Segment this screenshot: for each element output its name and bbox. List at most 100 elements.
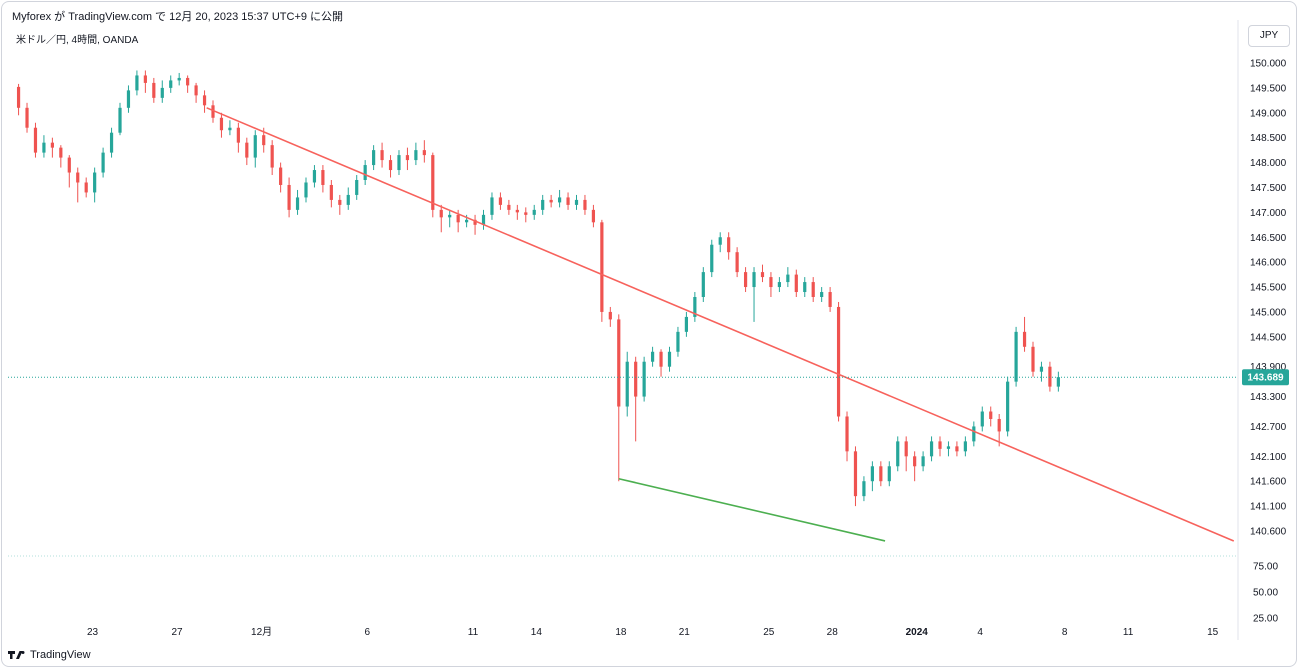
- price-tick-label: 141.100: [1250, 502, 1287, 513]
- publish-attribution: Myforex が TradingView.com で 12月 20, 2023…: [12, 11, 344, 23]
- candle-body: [101, 152, 105, 173]
- candle-body: [439, 209, 443, 218]
- candle-body: [913, 456, 917, 467]
- candle-body: [515, 209, 519, 213]
- price-tick-label: 148.500: [1250, 133, 1287, 144]
- candle-body: [524, 212, 528, 215]
- resistance-trendline: [206, 107, 1235, 542]
- candle-body: [329, 184, 333, 200]
- candle-body: [811, 282, 815, 297]
- candle-body: [279, 167, 283, 185]
- candle-body: [896, 441, 900, 467]
- currency-button[interactable]: JPY: [1248, 25, 1290, 47]
- time-tick-label: 18: [615, 627, 627, 638]
- candle-body: [710, 244, 714, 273]
- candle-body: [42, 142, 46, 153]
- price-tick-label: 149.500: [1250, 83, 1287, 94]
- candle-body: [304, 182, 308, 198]
- candle-body: [84, 182, 88, 193]
- candle-body: [270, 145, 274, 168]
- candle-body: [1014, 331, 1018, 382]
- candle-body: [355, 180, 359, 195]
- candle-body: [1039, 366, 1044, 372]
- candle-body: [59, 147, 63, 158]
- candle-body: [253, 135, 257, 158]
- candle-body: [126, 90, 131, 108]
- candle-body: [346, 194, 350, 205]
- price-tick-label: 143.900: [1250, 362, 1287, 373]
- candle-body: [642, 361, 646, 397]
- symbol-legend[interactable]: 米ドル／円, 4時間, OANDA: [16, 35, 139, 46]
- chart-grid: [8, 20, 1239, 640]
- last-price-tag-bg: [1242, 369, 1289, 386]
- tradingview-logo-icon: [8, 651, 25, 659]
- candle-body: [862, 481, 866, 497]
- candle-body: [718, 237, 722, 245]
- time-tick-label: 15: [1207, 627, 1219, 638]
- candle-body: [76, 172, 80, 183]
- price-axis[interactable]: 150.000 149.500 149.000 148.500 148.000 147.5…: [1250, 59, 1287, 538]
- indicator-tick-label: 50.00: [1253, 588, 1278, 599]
- candle-body: [786, 274, 790, 283]
- candle-body: [676, 331, 680, 352]
- candle-body: [929, 441, 934, 457]
- candle-body: [169, 80, 173, 88]
- candle-body: [1048, 366, 1052, 387]
- candle-body: [186, 77, 190, 86]
- candle-body: [1056, 377, 1060, 387]
- price-tick-label: 143.300: [1250, 392, 1287, 403]
- candle-body: [557, 197, 562, 203]
- candle-body: [997, 418, 1001, 432]
- indicator-tick-label: 25.00: [1253, 614, 1278, 625]
- time-tick-label: 21: [679, 627, 691, 638]
- time-tick-label: 23: [87, 627, 99, 638]
- candle-body: [600, 222, 604, 312]
- price-tick-label: 150.000: [1250, 59, 1287, 70]
- candle-body: [490, 197, 494, 215]
- candle-body: [769, 277, 773, 288]
- candle-body: [388, 160, 393, 171]
- trendlines-layer[interactable]: [8, 107, 1238, 542]
- candle-body: [735, 252, 739, 273]
- indicator-axis: 75.00 50.00 25.00: [1253, 562, 1278, 625]
- time-tick-label: 6: [364, 627, 370, 638]
- candle-body: [93, 172, 97, 193]
- candles-layer: [16, 70, 1060, 507]
- time-tick-label: 25: [763, 627, 775, 638]
- candle-body: [456, 214, 460, 223]
- candle-body: [549, 199, 553, 203]
- candle-body: [202, 95, 207, 106]
- candle-body: [405, 155, 410, 161]
- candle-body: [1031, 346, 1035, 372]
- candle-body: [118, 107, 122, 133]
- candle-body: [287, 184, 291, 210]
- candle-body: [938, 441, 942, 449]
- footer-brand: TradingView: [30, 649, 91, 661]
- candle-body: [701, 272, 705, 297]
- support-trendline: [618, 477, 886, 542]
- time-tick-label: 2024: [906, 627, 929, 638]
- candle-body: [659, 351, 663, 367]
- candle-body: [532, 209, 536, 215]
- last-price-label: 143.689: [1247, 373, 1284, 384]
- candle-body: [760, 272, 765, 278]
- candle-body: [845, 416, 849, 452]
- time-axis[interactable]: 23 27 12月 6 11 14 18 21 25 28 2024 4 8 11 15: [87, 626, 1219, 638]
- candle-body: [904, 441, 908, 457]
- candle-body: [422, 150, 426, 156]
- last-price-tag: 143.689: [1242, 369, 1289, 386]
- candle-body: [921, 456, 925, 467]
- price-tick-label: 146.500: [1250, 233, 1287, 244]
- candle-body: [397, 155, 401, 171]
- candle-body: [650, 351, 655, 362]
- time-tick-label: 11: [468, 627, 479, 638]
- candle-body: [634, 361, 638, 397]
- footer-branding: TradingView: [8, 649, 91, 661]
- candle-body: [431, 155, 435, 210]
- candle-body: [312, 170, 317, 183]
- candle-body: [752, 272, 756, 288]
- candle-body: [887, 466, 891, 482]
- price-tick-label: 146.000: [1250, 258, 1287, 269]
- candle-body: [591, 209, 596, 223]
